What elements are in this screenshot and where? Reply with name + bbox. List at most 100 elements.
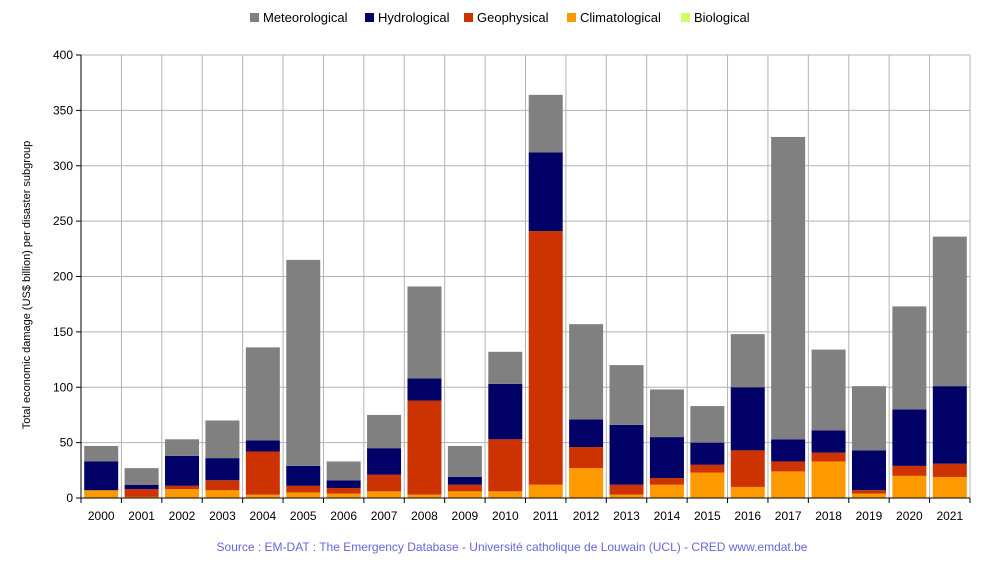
y-tick-label: 400: [53, 48, 73, 62]
bar-geophysical-2009: [447, 484, 482, 492]
x-tick-label: 2006: [330, 509, 357, 523]
x-tick-label: 2004: [249, 509, 276, 523]
bar-hydrological-2008: [407, 378, 442, 401]
bar-meteorological-2015: [690, 406, 725, 443]
bar-geophysical-2004: [245, 451, 280, 495]
bar-climatological-2002: [165, 489, 200, 498]
bar-geophysical-2002: [165, 485, 200, 490]
x-tick-label: 2016: [734, 509, 761, 523]
legend-item-climatological: Climatological: [567, 10, 661, 25]
bar-geophysical-2008: [407, 400, 442, 495]
x-tick-label: 2012: [573, 509, 600, 523]
x-tick-label: 2011: [533, 509, 559, 523]
bar-meteorological-2009: [447, 445, 482, 477]
bar-hydrological-2015: [690, 442, 725, 465]
bar-climatological-2017: [771, 471, 806, 498]
bar-meteorological-2005: [286, 259, 321, 466]
bar-meteorological-2010: [488, 351, 523, 384]
bar-geophysical-2010: [488, 439, 523, 492]
bar-geophysical-2006: [326, 488, 361, 494]
bar-hydrological-2016: [730, 387, 765, 451]
legend-label: Biological: [694, 10, 750, 25]
x-tick-label: 2000: [88, 509, 115, 523]
bar-meteorological-2003: [205, 420, 240, 459]
legend-label: Meteorological: [263, 10, 348, 25]
y-tick-label: 350: [53, 103, 73, 117]
y-tick-labels: 0 50 100 150 200 250 300 350 400: [53, 48, 81, 505]
bar-climatological-2016: [730, 486, 765, 498]
bar-climatological-2013: [609, 494, 644, 498]
bar-climatological-2018: [811, 461, 846, 498]
bar-meteorological-2018: [811, 349, 846, 431]
bar-meteorological-2008: [407, 286, 442, 379]
bar-geophysical-2007: [367, 474, 402, 492]
bar-climatological-2015: [690, 472, 725, 498]
legend-swatch: [250, 13, 259, 22]
x-tick-label: 2008: [411, 509, 438, 523]
legend-label: Climatological: [580, 10, 661, 25]
y-tick-label: 0: [66, 491, 73, 505]
x-tick-label: 2001: [128, 509, 155, 523]
bar-hydrological-2009: [447, 476, 482, 485]
bar-hydrological-2014: [649, 437, 684, 479]
y-tick-label: 250: [53, 214, 73, 228]
bar-hydrological-2003: [205, 458, 240, 481]
bar-hydrological-2006: [326, 480, 361, 489]
bar-meteorological-2016: [730, 334, 765, 388]
bar-climatological-2007: [367, 491, 402, 498]
bar-climatological-2006: [326, 493, 361, 498]
bar-hydrological-2005: [286, 465, 321, 486]
x-tick-label: 2014: [654, 509, 681, 523]
x-tick-label: 2013: [613, 509, 640, 523]
bar-geophysical-2013: [609, 484, 644, 495]
bar-meteorological-2021: [932, 236, 967, 387]
bar-meteorological-2014: [649, 389, 684, 438]
bar-climatological-2019: [851, 493, 886, 498]
bar-hydrological-2019: [851, 450, 886, 491]
bar-meteorological-2020: [892, 306, 927, 410]
bar-climatological-2009: [447, 491, 482, 498]
legend-swatch: [365, 13, 374, 22]
x-tick-label: 2019: [856, 509, 883, 523]
bar-climatological-2004: [245, 494, 280, 498]
bar-geophysical-2015: [690, 464, 725, 473]
bar-climatological-2021: [932, 476, 967, 498]
bar-climatological-2011: [528, 484, 563, 498]
bar-hydrological-2020: [892, 409, 927, 466]
bar-climatological-2000: [84, 490, 119, 498]
bar-meteorological-2000: [84, 445, 119, 462]
bar-hydrological-2017: [771, 439, 806, 462]
bar-hydrological-2021: [932, 386, 967, 464]
x-tick-label: 2009: [452, 509, 479, 523]
bar-meteorological-2013: [609, 365, 644, 425]
y-tick-label: 300: [53, 159, 73, 173]
bar-geophysical-2001: [124, 489, 159, 497]
legend-swatch: [567, 13, 576, 22]
bar-geophysical-2003: [205, 480, 240, 491]
x-tick-label: 2002: [169, 509, 196, 523]
bar-hydrological-2007: [367, 448, 402, 475]
x-tick-labels: 2000 2001 2002 2003 2004 2005 2006 2007 2008 2009…: [80, 498, 971, 523]
x-tick-label: 2018: [815, 509, 842, 523]
y-axis-label: Total economic damage (US$ billion) per …: [21, 141, 33, 430]
bar-climatological-2012: [569, 468, 604, 498]
bar-hydrological-2010: [488, 383, 523, 440]
bar-geophysical-2011: [528, 231, 563, 485]
x-tick-label: 2005: [290, 509, 317, 523]
bar-hydrological-2018: [811, 430, 846, 453]
x-tick-label: 2010: [492, 509, 519, 523]
legend-item-hydrological: Hydrological: [365, 10, 450, 25]
bar-geophysical-2017: [771, 461, 806, 472]
legend-item-meteorological: Meteorological: [250, 10, 348, 25]
bar-geophysical-2019: [851, 490, 886, 494]
bar-hydrological-2011: [528, 152, 563, 232]
bar-climatological-2008: [407, 494, 442, 498]
bar-meteorological-2004: [245, 347, 280, 441]
legend: Meteorological Hydrological Geophysical Cli…: [250, 10, 750, 25]
y-tick-label: 150: [53, 325, 73, 339]
bar-climatological-2003: [205, 490, 240, 498]
bar-geophysical-2014: [649, 478, 684, 485]
bar-geophysical-2005: [286, 485, 321, 493]
legend-item-geophysical: Geophysical: [464, 10, 549, 25]
bar-hydrological-2002: [165, 455, 200, 486]
